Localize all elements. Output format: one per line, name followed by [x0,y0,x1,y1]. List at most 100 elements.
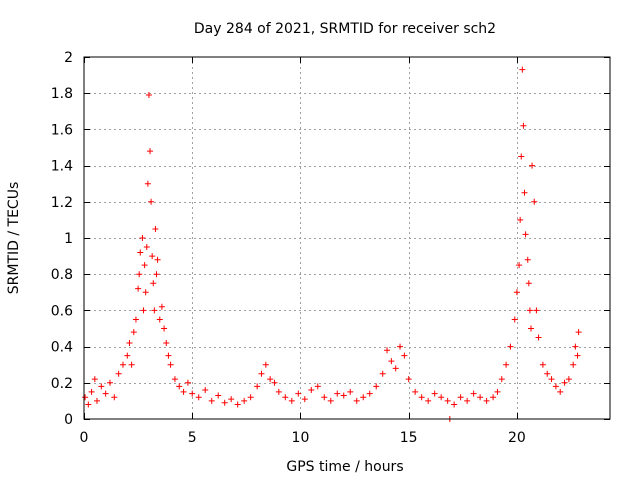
data-point [161,325,168,332]
data-point [271,379,278,386]
data-point [397,343,404,350]
data-point [288,397,295,404]
data-point [82,394,89,401]
data-point [334,390,341,397]
data-point [151,307,158,314]
data-point [158,303,165,310]
data-point [522,231,529,238]
data-point [405,376,412,383]
data-point [321,394,328,401]
data-point [126,339,133,346]
data-point [425,397,432,404]
data-point [533,307,540,314]
data-point [531,198,538,205]
data-point [85,401,92,408]
data-point [525,280,532,287]
y-tick-labels: 0 0.2 0.4 0.6 0.8 1 1.2 1.4 1.6 1.8 2 [51,50,73,428]
data-point [149,253,156,260]
data-point [431,390,438,397]
data-point [111,394,118,401]
data-point [208,397,215,404]
data-point [258,370,265,377]
data-points [82,66,582,422]
data-point [221,399,228,406]
data-point [444,397,451,404]
data-point [477,394,484,401]
data-point [137,249,144,256]
data-point [144,180,151,187]
data-point [521,189,528,196]
y-tick-label: 1 [64,231,73,247]
data-point [570,361,577,368]
data-point [347,388,354,395]
data-point [88,388,95,395]
data-point [353,397,360,404]
data-point [451,401,458,408]
data-point [171,376,178,383]
data-point [106,379,113,386]
data-point [228,396,235,403]
data-point [457,394,464,401]
data-point [152,225,159,232]
data-point [557,388,564,395]
x-tick-label: 15 [400,430,418,446]
data-point [470,390,477,397]
data-point [539,361,546,368]
data-point [145,92,152,99]
data-point [176,383,183,390]
data-point [519,66,526,73]
data-point [494,388,501,395]
data-point [314,383,321,390]
data-point [154,256,161,263]
data-point [308,387,315,394]
data-point [327,397,334,404]
x-tick-label: 20 [508,430,526,446]
data-point [142,289,149,296]
data-point [544,370,551,377]
data-point [254,383,261,390]
y-tick-label: 1.2 [51,195,73,211]
data-point [184,379,191,386]
data-point [262,361,269,368]
data-point [524,256,531,263]
data-point [282,394,289,401]
data-point [520,122,527,129]
data-point [379,370,386,377]
data-point [517,216,524,223]
data-point [267,376,274,383]
data-point [98,383,105,390]
data-point [147,148,154,155]
data-point [241,397,248,404]
y-axis-label: SRMTID / TECUs [6,182,22,295]
data-point [572,343,579,350]
data-point [575,329,582,336]
data-point [247,394,254,401]
data-point [527,325,534,332]
data-point [552,383,559,390]
grid [84,57,610,419]
data-point [529,162,536,169]
data-point [574,352,581,359]
y-tick-label: 0.2 [51,376,73,392]
data-point [189,390,196,397]
data-point [535,334,542,341]
y-tick-label: 1.8 [51,86,73,102]
data-point [119,361,126,368]
data-point [373,383,380,390]
data-point [548,376,555,383]
plot-frame [83,56,611,420]
data-point [565,376,572,383]
data-point [130,329,137,336]
data-point [526,307,533,314]
data-point [516,262,523,269]
axis-ticks [84,57,610,420]
data-point [561,379,568,386]
data-point [91,376,98,383]
data-point [115,370,122,377]
chart-title: Day 284 of 2021, SRMTID for receiver sch… [194,21,496,37]
data-point [148,198,155,205]
x-tick-label: 0 [80,430,89,446]
data-point [165,352,172,359]
data-point [180,388,187,395]
